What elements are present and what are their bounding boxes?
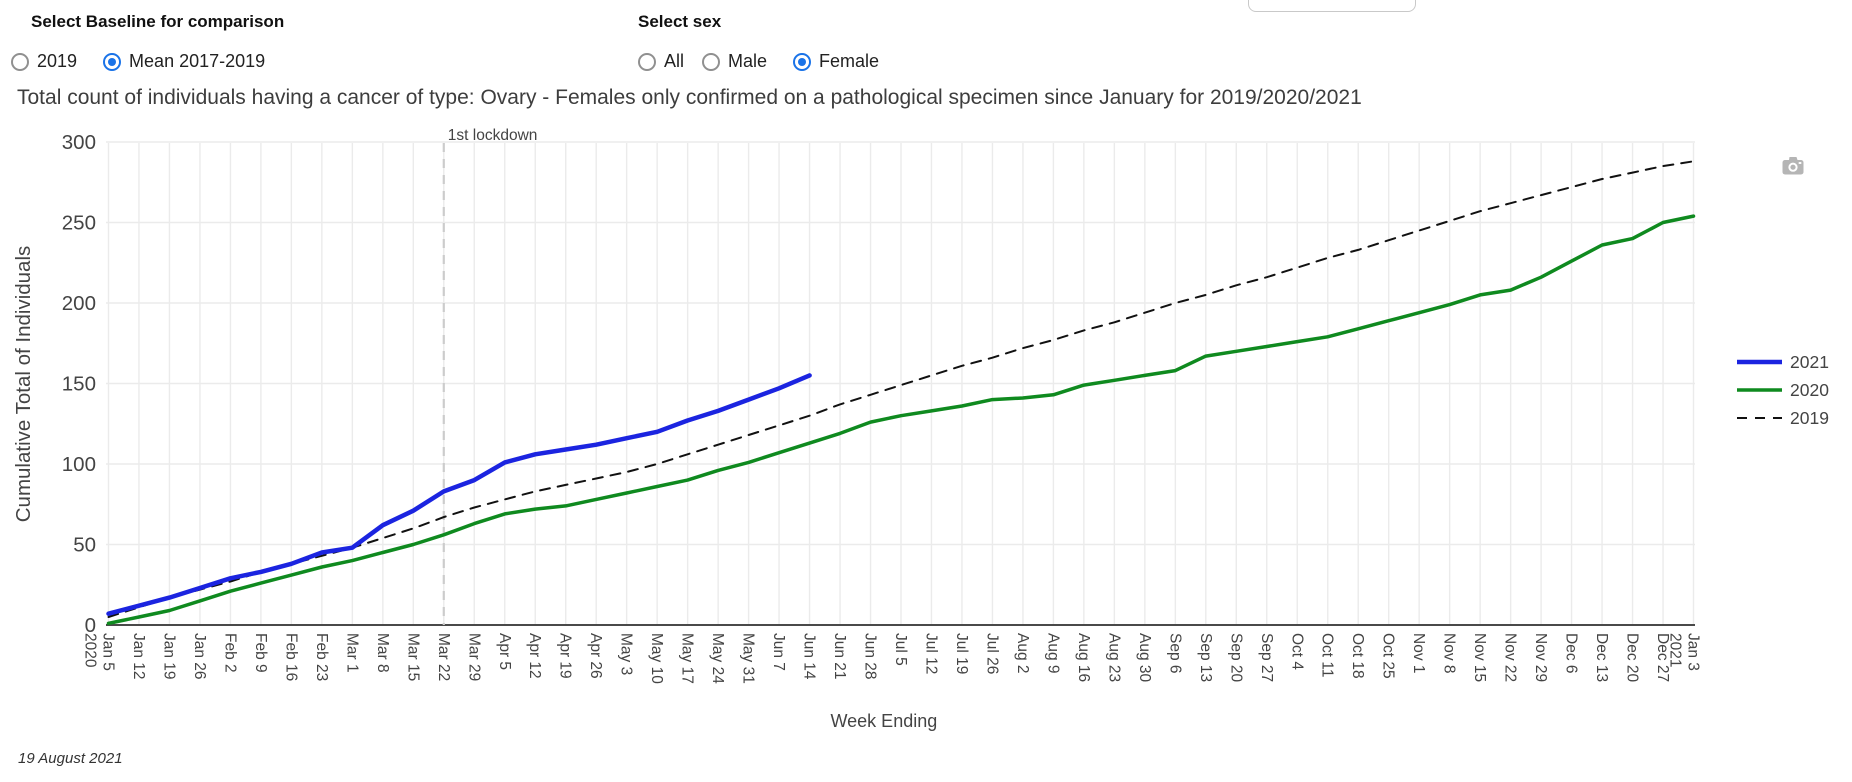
x-tick-label: Sep 13 <box>1197 633 1214 682</box>
y-tick-label: 250 <box>62 212 96 235</box>
radio-unselected-icon[interactable] <box>638 52 656 71</box>
x-tick-label: Oct 11 <box>1319 633 1336 678</box>
sex-option-all[interactable]: All <box>638 51 684 72</box>
x-tick-label: Apr 5 <box>496 633 513 670</box>
x-tick-label: Jul 19 <box>953 633 970 674</box>
baseline-option-2019-label: 2019 <box>37 51 78 71</box>
x-tick-label: Aug 9 <box>1044 633 1061 674</box>
sex-option-female[interactable]: Female <box>793 51 879 72</box>
x-tick-label: Jun 7 <box>770 633 787 671</box>
y-axis-title: Cumulative Total of Individuals <box>12 246 35 523</box>
x-tick-label: Jan 26 <box>191 633 208 680</box>
sex-option-male[interactable]: Male <box>702 51 767 72</box>
baseline-option-mean-label: Mean 2017-2019 <box>129 51 266 71</box>
x-tick-label: May 10 <box>648 633 665 684</box>
sex-option-all-label: All <box>664 51 685 71</box>
x-tick-label: Sep 6 <box>1166 633 1183 674</box>
x-tick-label: Sep 27 <box>1258 633 1275 682</box>
x-tick-label: May 3 <box>618 633 635 675</box>
x-tick-label: Dec 6 <box>1563 633 1580 674</box>
chart-title: Total count of individuals having a canc… <box>17 86 1362 109</box>
x-tick-label: Aug 2 <box>1014 633 1031 674</box>
y-tick-label: 0 <box>85 614 96 637</box>
series-line-2019 <box>107 160 1695 618</box>
x-tick-label: Jan 19 <box>161 633 178 680</box>
y-tick-label: 150 <box>62 373 96 396</box>
radio-unselected-icon[interactable] <box>702 52 721 71</box>
y-tick-label: 200 <box>62 292 96 315</box>
series-line-2020 <box>106 214 1696 626</box>
baseline-option-2019[interactable]: 2019 <box>11 51 77 72</box>
series-line-2021 <box>106 373 812 616</box>
x-tick-label: Nov 1 <box>1410 633 1427 674</box>
x-tick-label: Mar 15 <box>404 633 421 681</box>
x-tick-label: Mar 29 <box>465 633 482 681</box>
lockdown-annotation: 1st lockdown <box>448 127 538 144</box>
x-tick-label: Oct 25 <box>1380 633 1397 679</box>
x-tick-label: Feb 2 <box>221 633 238 673</box>
x-tick-label: Nov 29 <box>1532 633 1549 682</box>
radio-selected-icon[interactable] <box>793 52 812 71</box>
x-tick-label: Oct 18 <box>1349 633 1366 679</box>
x-tick-label: Dec 13 <box>1593 633 1610 682</box>
legend-label-2019[interactable]: 2019 <box>1790 408 1829 428</box>
x-tick-label: Jul 26 <box>983 633 1000 674</box>
radio-unselected-icon[interactable] <box>11 52 29 71</box>
x-tick-label: Mar 8 <box>374 633 391 673</box>
sex-option-female-label: Female <box>819 51 880 71</box>
truncated-input-box[interactable] <box>1248 0 1416 12</box>
y-tick-label: 50 <box>73 534 96 557</box>
x-tick-label: Apr 26 <box>587 633 604 679</box>
x-tick-label: Sep 20 <box>1227 633 1244 683</box>
x-tick-label: Feb 9 <box>252 633 269 673</box>
baseline-group-label: Select Baseline for comparison <box>31 12 285 31</box>
x-tick-label: Mar 22 <box>435 633 452 681</box>
radio-selected-icon[interactable] <box>103 52 122 71</box>
x-tick-label: May 31 <box>740 633 757 684</box>
x-tick-label: Aug 16 <box>1075 633 1092 682</box>
x-tick-label: Apr 19 <box>557 633 574 679</box>
sex-option-male-label: Male <box>728 51 768 71</box>
x-axis-title: Week Ending <box>831 711 938 731</box>
x-tick-label: Dec 27 <box>1654 633 1671 682</box>
x-tick-label: Nov 22 <box>1502 633 1519 682</box>
x-tick-label: Jun 14 <box>801 633 818 680</box>
x-tick-label: Apr 12 <box>526 633 543 679</box>
x-tick-label: May 24 <box>709 633 726 684</box>
x-tick-label: Feb 23 <box>313 633 330 681</box>
x-tick-label: Jan 5 <box>100 633 117 671</box>
x-tick-label: May 17 <box>679 633 696 684</box>
x-tick-label: Mar 1 <box>343 633 360 673</box>
x-tick-label: Jun 28 <box>862 633 879 680</box>
y-tick-label: 100 <box>62 453 96 476</box>
x-tick-label: Jun 21 <box>831 633 848 680</box>
x-tick-label: Feb 16 <box>282 633 299 681</box>
x-tick-label: Aug 23 <box>1105 633 1122 682</box>
report-date: 19 August 2021 <box>18 750 123 767</box>
x-tick-year-label: 2020 <box>82 633 99 668</box>
x-tick-label: Jul 5 <box>892 633 909 666</box>
x-tick-label: Jan 12 <box>130 633 147 680</box>
legend-label-2021[interactable]: 2021 <box>1790 352 1829 372</box>
camera-icon[interactable] <box>1782 157 1804 175</box>
legend-label-2020[interactable]: 2020 <box>1790 380 1829 400</box>
sex-group-label: Select sex <box>638 12 722 31</box>
x-tick-label: Dec 20 <box>1624 633 1641 682</box>
x-tick-label: Nov 8 <box>1441 633 1458 674</box>
x-tick-label: Oct 4 <box>1288 633 1305 670</box>
x-tick-label: Nov 15 <box>1471 633 1488 682</box>
baseline-option-mean-2017-2019[interactable]: Mean 2017-2019 <box>103 51 265 72</box>
y-tick-label: 300 <box>62 131 96 154</box>
x-tick-label: Aug 30 <box>1136 633 1153 683</box>
x-tick-label: Jan 3 <box>1685 633 1702 671</box>
x-tick-label: Jul 12 <box>923 633 940 674</box>
x-tick-year-label: 2021 <box>1667 633 1684 667</box>
